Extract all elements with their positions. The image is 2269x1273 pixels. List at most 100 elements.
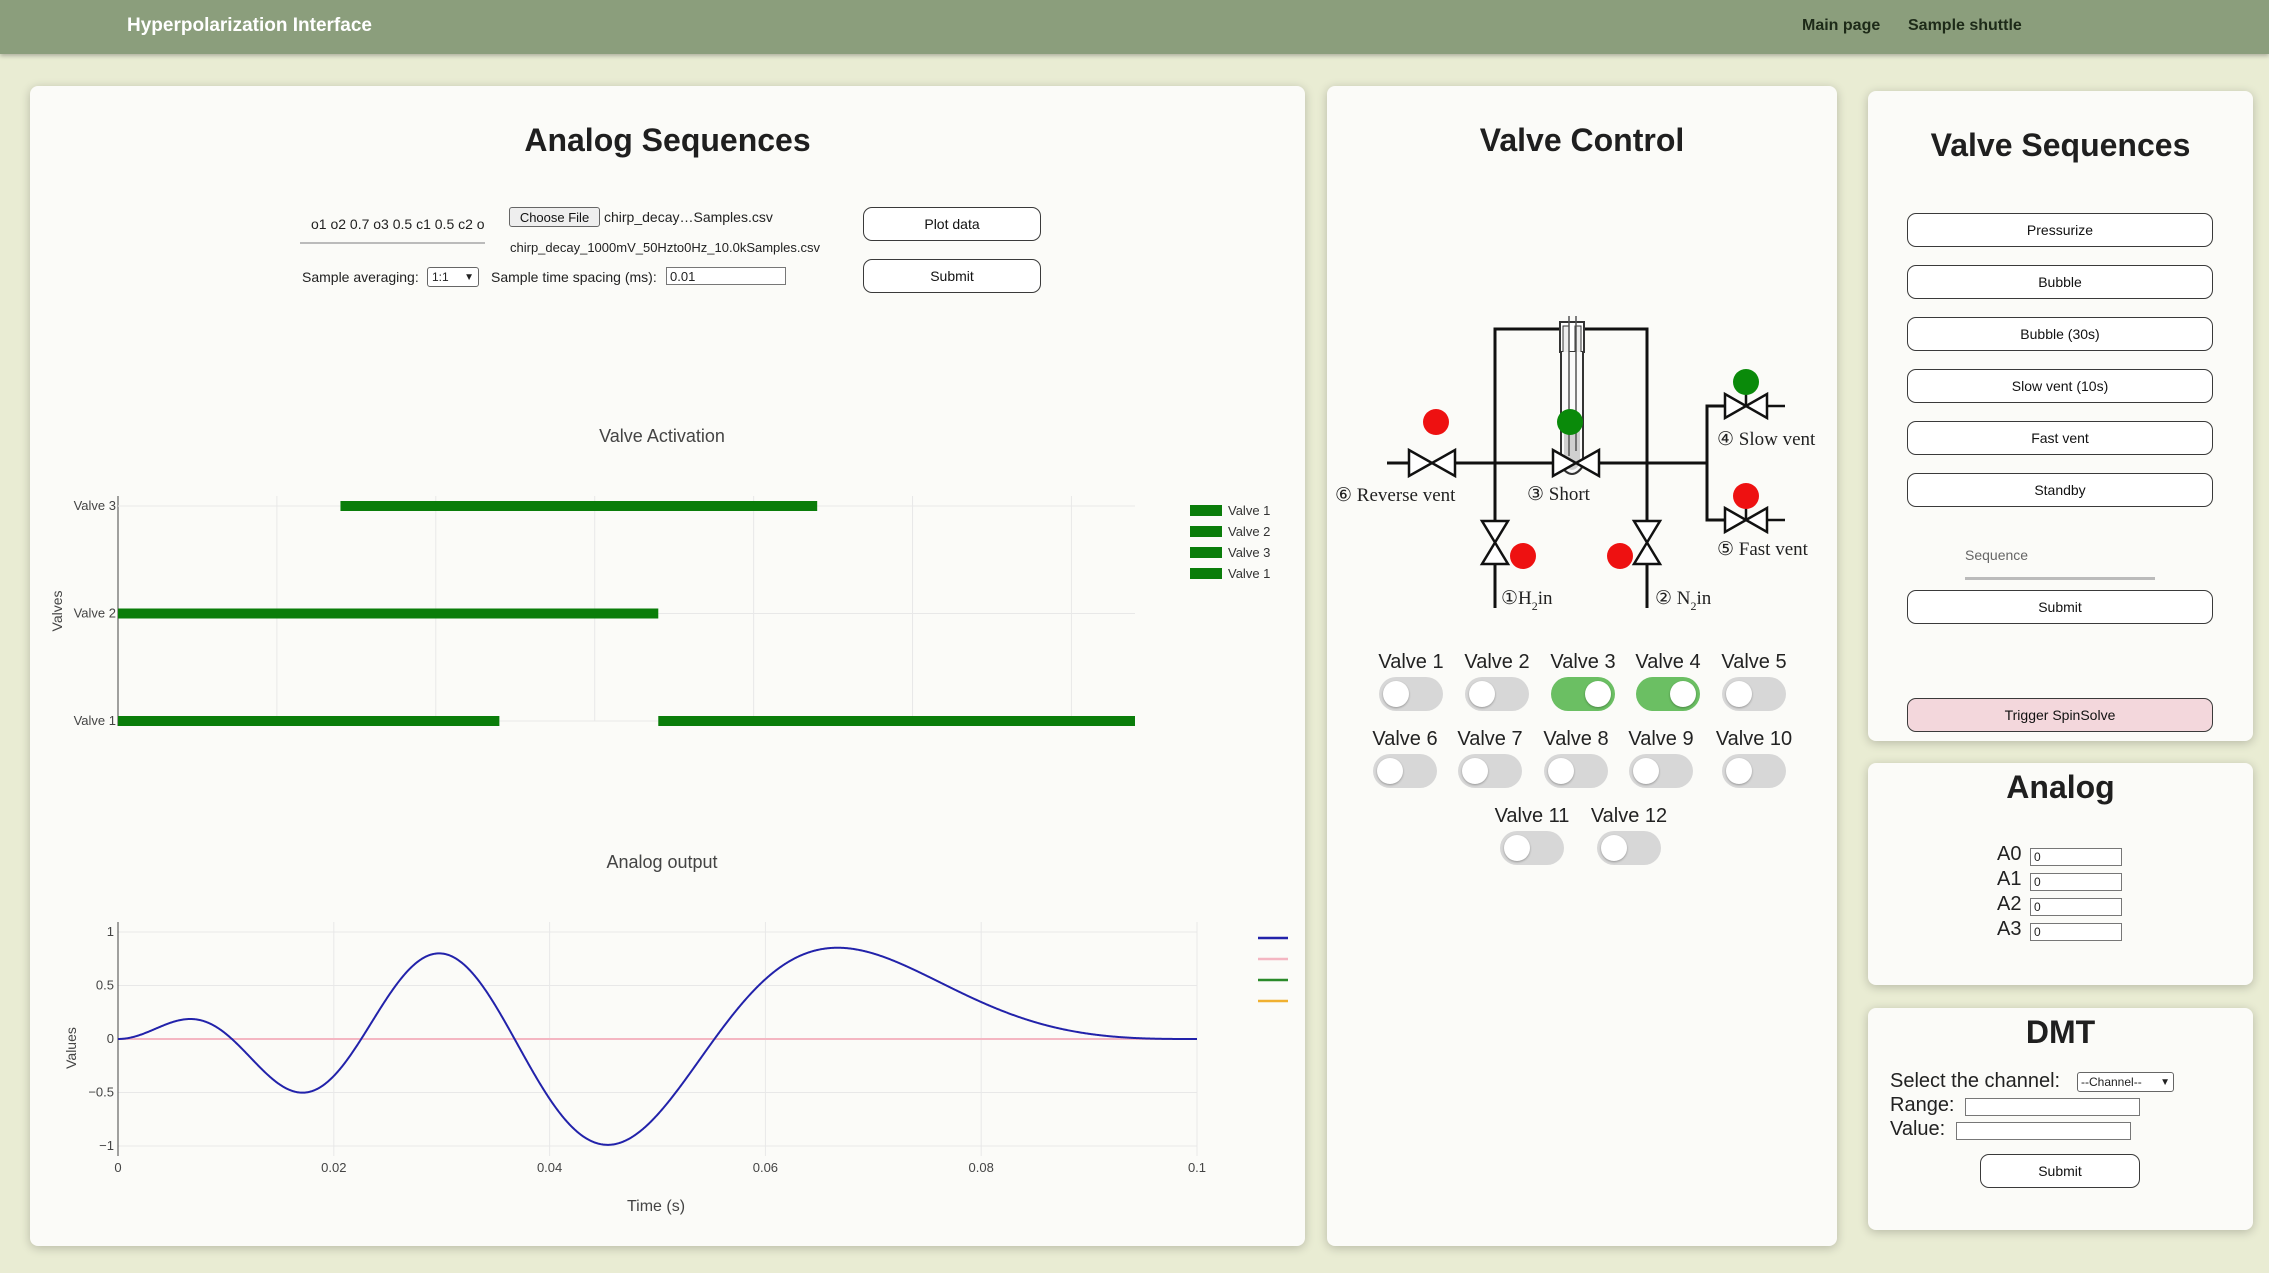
nav-link-main-page[interactable]: Main page xyxy=(1802,17,1881,34)
dmt-channel-value: --Channel-- xyxy=(2081,1075,2142,1089)
dmt-panel: DMT Select the channel: --Channel-- ▼ Ra… xyxy=(1868,1008,2253,1230)
x-tick-label: 1.5 xyxy=(586,729,604,731)
sample-averaging-select[interactable]: 1:1 ▼ xyxy=(427,267,479,287)
plot-data-button[interactable]: Plot data xyxy=(863,207,1041,241)
dmt-submit-button[interactable]: Submit xyxy=(1980,1154,2140,1188)
analog-input-a2[interactable]: 0 xyxy=(2030,898,2122,916)
valve-toggle-10[interactable] xyxy=(1722,754,1786,788)
valve-activation-y-label: Valves xyxy=(49,591,65,632)
trigger-spinsolve-button[interactable]: Trigger SpinSolve xyxy=(1907,698,2213,732)
standby-button[interactable]: Standby xyxy=(1907,473,2213,507)
x-tick-label: 3 xyxy=(1068,729,1075,731)
toggle-knob xyxy=(1462,758,1488,784)
fast-vent-button[interactable]: Fast vent xyxy=(1907,421,2213,455)
dmt-range-input[interactable] xyxy=(1965,1098,2140,1116)
dmt-value-label: Value: xyxy=(1890,1118,1946,1140)
valve-toggle-12[interactable] xyxy=(1597,831,1661,865)
slow-vent-label: ④ Slow vent xyxy=(1717,429,1816,450)
analog-input-a1[interactable]: 0 xyxy=(2030,873,2122,891)
valve-label-12: Valve 12 xyxy=(1590,805,1668,827)
analog-output-y-ticks: 1 0.5 0 −0.5 −1 xyxy=(88,924,114,1153)
valve-toggle-3[interactable] xyxy=(1551,677,1615,711)
short-label: ③ Short xyxy=(1527,484,1591,505)
valve-activation-bar xyxy=(118,716,500,726)
analog-output-y-label: Values xyxy=(63,1027,79,1069)
valve-label-6: Valve 6 xyxy=(1372,728,1438,750)
legend-swatch xyxy=(1190,568,1222,579)
brand-title[interactable]: Hyperpolarization Interface xyxy=(127,15,372,36)
valve-toggle-11[interactable] xyxy=(1500,831,1564,865)
bubble-30s-button[interactable]: Bubble (30s) xyxy=(1907,317,2213,351)
valve-label-9: Valve 9 xyxy=(1628,728,1694,750)
x-tick-label: 2.5 xyxy=(903,729,921,731)
dmt-value-input[interactable] xyxy=(1956,1122,2131,1140)
sequence-input-placeholder[interactable]: Sequence xyxy=(1965,547,2029,563)
analog-label-a2: A2 xyxy=(1997,893,2022,915)
valve-activation-bars xyxy=(118,501,1135,726)
x-tick-label: 0.02 xyxy=(321,1160,346,1175)
chevron-down-icon: ▼ xyxy=(464,271,474,283)
x-tick-label: 1 xyxy=(432,729,439,731)
nav-link-sample-shuttle[interactable]: Sample shuttle xyxy=(1908,17,2022,34)
analog-sequences-title: Analog Sequences xyxy=(524,122,811,158)
sequence-text: o1 o2 0.7 o3 0.5 c1 0.5 c2 o xyxy=(311,216,485,232)
file-name-short: chirp_decay…Samples.csv xyxy=(604,209,773,225)
y-tick-label: Valve 3 xyxy=(74,498,116,513)
fast-vent-indicator xyxy=(1733,483,1759,509)
valve-activation-x-ticks: 0 0.5 1 1.5 2 2.5 3 xyxy=(114,729,1075,731)
valve-toggle-4[interactable] xyxy=(1636,677,1700,711)
sample-averaging-value: 1:1 xyxy=(432,270,449,284)
x-tick-label: 0.04 xyxy=(537,1160,562,1175)
n2-in-valve-icon xyxy=(1631,519,1663,566)
analog-input-a0[interactable]: 0 xyxy=(2030,848,2122,866)
analog-output-x-ticks: 0 0.02 0.04 0.06 0.08 0.1 xyxy=(114,1160,1206,1175)
valve-toggle-5[interactable] xyxy=(1722,677,1786,711)
valve-toggle-1[interactable] xyxy=(1379,677,1443,711)
y-tick-label: 0 xyxy=(107,1031,114,1046)
valve-label-2: Valve 2 xyxy=(1464,651,1530,673)
toggle-knob xyxy=(1726,758,1752,784)
analog-output-x-label: Time (s) xyxy=(627,1198,685,1215)
analog-panel: Analog A0 0 A1 0 A2 0 A3 0 xyxy=(1868,763,2253,985)
h2-in-indicator xyxy=(1510,543,1536,569)
y-tick-label: −1 xyxy=(99,1138,114,1153)
dmt-title: DMT xyxy=(2025,1014,2096,1050)
y-tick-label: Valve 2 xyxy=(74,606,116,621)
analog-input-a3[interactable]: 0 xyxy=(2030,923,2122,941)
dmt-channel-label: Select the channel: xyxy=(1890,1070,2061,1092)
legend-swatch xyxy=(1190,526,1222,537)
legend-label: Valve 1 xyxy=(1228,566,1270,581)
sample-spacing-label: Sample time spacing (ms): xyxy=(491,269,657,285)
valve-toggle-7[interactable] xyxy=(1458,754,1522,788)
sample-spacing-input[interactable]: 0.01 xyxy=(666,267,786,285)
x-tick-label: 0 xyxy=(114,729,121,731)
submit-valve-sequence-button[interactable]: Submit xyxy=(1907,590,2213,624)
valve-control-panel: Valve Control xyxy=(1327,86,1837,1246)
analog-label-a0: A0 xyxy=(1997,843,2022,865)
slow-vent-10s-button[interactable]: Slow vent (10s) xyxy=(1907,369,2213,403)
valve-toggle-6[interactable] xyxy=(1373,754,1437,788)
valve-toggle-8[interactable] xyxy=(1544,754,1608,788)
valve-activation-legend: Valve 1 Valve 2 Valve 3 Valve 1 xyxy=(1190,503,1270,581)
submit-analog-sequence-button[interactable]: Submit xyxy=(863,259,1041,293)
analog-output-title: Analog output xyxy=(606,852,717,872)
toggle-knob xyxy=(1670,681,1696,707)
analog-label-a3: A3 xyxy=(1997,918,2022,940)
toggle-knob xyxy=(1469,681,1495,707)
series-line-a0 xyxy=(118,946,1197,1146)
analog-sequences-panel: Analog Sequences o1 o2 0.7 o3 0.5 c1 0.5… xyxy=(30,86,1305,1246)
legend-label: Valve 1 xyxy=(1228,503,1270,518)
valve-toggle-9[interactable] xyxy=(1629,754,1693,788)
short-indicator xyxy=(1557,409,1583,435)
x-tick-label: 0.08 xyxy=(969,1160,994,1175)
dmt-channel-select[interactable]: --Channel-- ▼ xyxy=(2077,1072,2174,1092)
valve-toggle-2[interactable] xyxy=(1465,677,1529,711)
legend-label: Valve 2 xyxy=(1228,524,1270,539)
fast-vent-label: ⑤ Fast vent xyxy=(1717,539,1809,560)
valve-label-8: Valve 8 xyxy=(1543,728,1609,750)
choose-file-button[interactable]: Choose File xyxy=(509,207,600,227)
bubble-button[interactable]: Bubble xyxy=(1907,265,2213,299)
pressurize-button[interactable]: Pressurize xyxy=(1907,213,2213,247)
analog-output-lines xyxy=(118,946,1197,1146)
valve-activation-chart: Valve Activation Valve 1 Valve 2 Valve 3 0… xyxy=(49,426,1270,731)
